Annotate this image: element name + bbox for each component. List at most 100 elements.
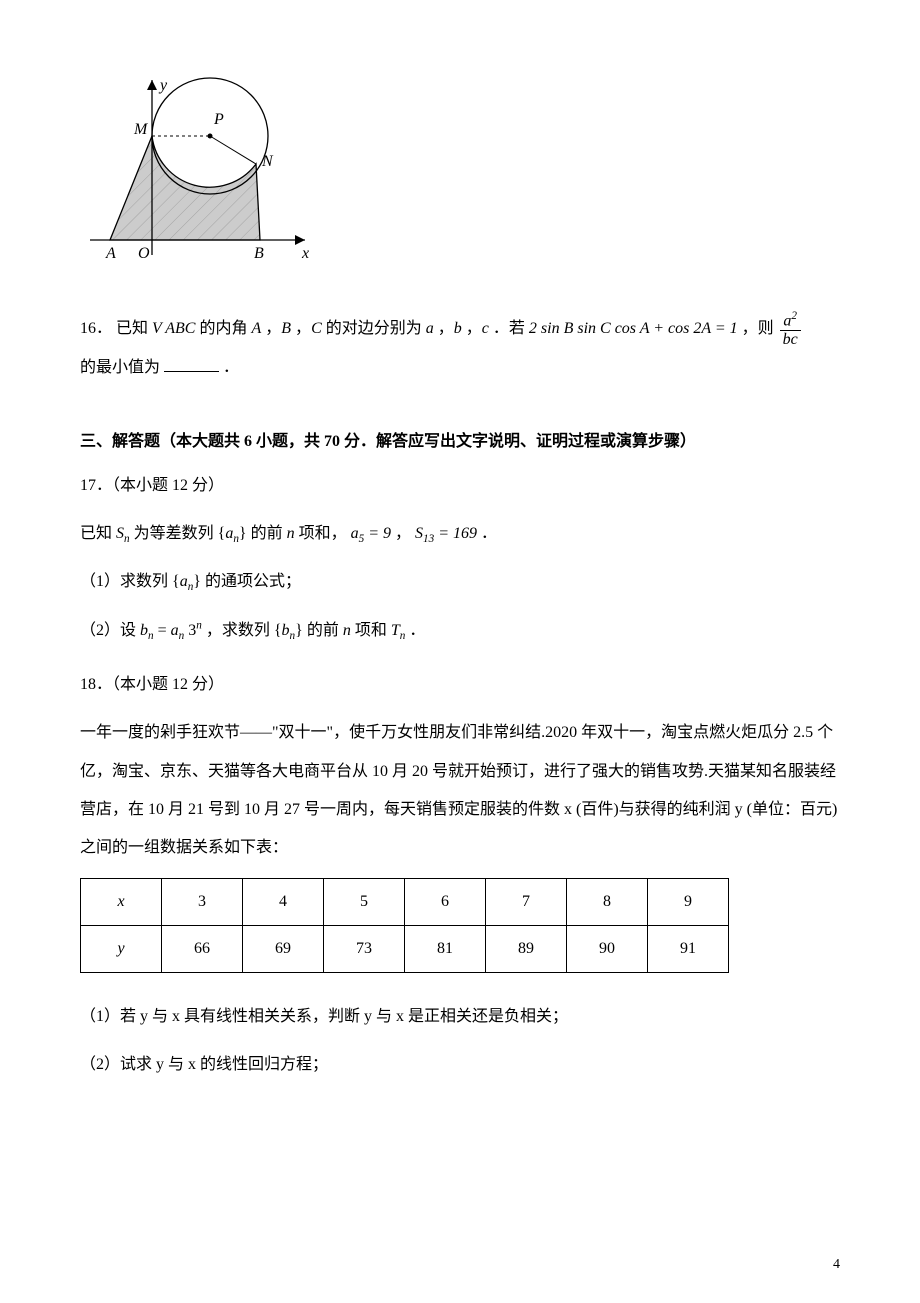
problem-16: 16． 已知 V ABC 的内角 A ，B ，C 的对边分别为 a ，b ，c … xyxy=(80,310,840,387)
page: M N P A O B x y 16． 已知 V ABC 的内角 A ，B ，C… xyxy=(0,0,920,1303)
table-cell: 7 xyxy=(486,878,567,925)
table-cell: 6 xyxy=(405,878,486,925)
data-table: x 3 4 5 6 7 8 9 y 66 69 73 81 89 90 91 xyxy=(80,878,729,973)
p17-Tn-sym: T xyxy=(391,622,400,639)
p17-q1-an: a xyxy=(180,573,188,590)
table-cell: 69 xyxy=(243,925,324,972)
table-row: x 3 4 5 6 7 8 9 xyxy=(81,878,729,925)
table-cell: 8 xyxy=(567,878,648,925)
p17-an-sub: n xyxy=(233,533,239,545)
p17-l1c: 的前 xyxy=(251,525,283,542)
p17-fn-sub: n xyxy=(179,630,185,642)
table-cell: 90 xyxy=(567,925,648,972)
label-x: x xyxy=(301,245,309,262)
table-cell: 4 xyxy=(243,878,324,925)
figure-15: M N P A O B x y xyxy=(80,60,840,280)
label-y: y xyxy=(158,77,168,94)
p16-tri: V ABC xyxy=(152,320,195,337)
p16-text-c: 的对边分别为 xyxy=(326,320,422,337)
problem-18-header: 18．（本小题 12 分） xyxy=(80,670,840,694)
table-cell: 89 xyxy=(486,925,567,972)
p16-blank xyxy=(164,356,219,371)
p17-fd-sup: n xyxy=(196,619,202,631)
label-N: N xyxy=(261,153,274,170)
table-cell: 5 xyxy=(324,878,405,925)
row-x-label: x xyxy=(81,878,162,925)
problem-18-q2: （2）试求 y 与 x 的线性回归方程； xyxy=(80,1046,840,1084)
p17-cond2-rhs: = 169 xyxy=(434,525,477,542)
p17-q1b: 的通项公式； xyxy=(205,573,301,590)
label-M: M xyxy=(133,121,149,138)
problem-18-para: 一年一度的剁手狂欢节——"双十一"，使千万女性朋友们非常纠结.2020 年双十一… xyxy=(80,714,840,868)
p17-l1b: 为等差数列 xyxy=(134,525,214,542)
p17-cond2: S13 = 169 xyxy=(415,525,477,542)
section-3-title: 三、解答题（本大题共 6 小题，共 70 分．解答应写出文字说明、证明过程或演算… xyxy=(80,427,840,451)
problem-17-q2: （2）设 bn = an 3n ，求数列 {bn} 的前 n 项和 Tn ． xyxy=(80,612,840,650)
row-y-label: y xyxy=(81,925,162,972)
p16-period: ． xyxy=(223,359,239,376)
p17-q2b: ，求数列 xyxy=(206,622,270,639)
p16-A: A xyxy=(251,320,261,337)
p17-frac: an 3n xyxy=(171,622,206,639)
p16-frac: a2 bc xyxy=(780,310,801,349)
page-number: 4 xyxy=(833,1257,840,1273)
problem-18-q1: （1）若 y 与 x 具有线性相关关系，判断 y 与 x 是正相关还是负相关； xyxy=(80,998,840,1036)
p17-q1-an-set: {an} xyxy=(172,573,201,590)
p16-C: C xyxy=(311,320,322,337)
table-cell: 91 xyxy=(648,925,729,972)
p16-text-f: 的最小值为 xyxy=(80,359,160,376)
p17-cond1-sym: a xyxy=(351,525,359,542)
table-cell: 9 xyxy=(648,878,729,925)
p17-bn: bn xyxy=(140,622,154,639)
p16-number: 16． xyxy=(80,320,112,337)
p17-cond2-sub: 13 xyxy=(423,533,434,545)
p17-q2-bn-set: {bn} xyxy=(274,622,303,639)
p16-text-d: ．若 xyxy=(493,320,525,337)
p16-text-a: 已知 xyxy=(116,320,148,337)
table-cell: 66 xyxy=(162,925,243,972)
p17-l1a: 已知 xyxy=(80,525,112,542)
p16-a: a xyxy=(426,320,434,337)
p17-q2a: （2）设 xyxy=(80,622,136,639)
p17-Sn: Sn xyxy=(116,525,130,542)
p17-q2-bn-sub: n xyxy=(290,630,296,642)
p17-Tn-sub: n xyxy=(400,630,406,642)
label-B: B xyxy=(254,245,264,262)
p17-q1a: （1）求数列 xyxy=(80,573,168,590)
p16-frac-sup: 2 xyxy=(791,310,797,322)
p17-n: n xyxy=(287,525,295,542)
p17-cond1: a5 = 9 xyxy=(351,525,391,542)
table-cell: 81 xyxy=(405,925,486,972)
p16-text-b: 的内角 xyxy=(199,320,247,337)
p17-Sn-sym: S xyxy=(116,525,124,542)
p17-Sn-sub: n xyxy=(124,533,130,545)
p17-Tn: Tn xyxy=(391,622,406,639)
p17-l1e: ． xyxy=(481,525,497,542)
p17-q2e: ． xyxy=(409,622,425,639)
p16-eq: 2 sin B sin C cos A + cos 2A = 1 xyxy=(529,320,738,337)
p17-q1-an-sub: n xyxy=(188,582,194,594)
p16-c: c xyxy=(482,320,489,337)
table-cell: 3 xyxy=(162,878,243,925)
figure-15-svg: M N P A O B x y xyxy=(80,60,320,280)
problem-17-line1: 已知 Sn 为等差数列 {an} 的前 n 项和， a5 = 9 ， S13 =… xyxy=(80,515,840,553)
p17-bn-sym: b xyxy=(140,622,148,639)
problem-17-q1: （1）求数列 {an} 的通项公式； xyxy=(80,563,840,601)
label-P: P xyxy=(213,111,224,128)
p16-B: B xyxy=(281,320,291,337)
p17-cond2-sym: S xyxy=(415,525,423,542)
table-row: y 66 69 73 81 89 90 91 xyxy=(81,925,729,972)
p17-an-set: {an} xyxy=(218,525,247,542)
p17-bn-sub: n xyxy=(148,630,154,642)
p17-q2d: 项和 xyxy=(355,622,387,639)
p17-q2-n: n xyxy=(343,622,351,639)
p16-frac-den: bc xyxy=(780,331,801,349)
problem-17-header: 17．（本小题 12 分） xyxy=(80,471,840,495)
p16-text-e: ，则 xyxy=(742,320,774,337)
p17-l1d: 项和， xyxy=(299,525,347,542)
p17-fn: a xyxy=(171,622,179,639)
label-A: A xyxy=(105,245,116,262)
p17-q2-bn: b xyxy=(282,622,290,639)
label-O: O xyxy=(138,245,150,262)
p17-q2c: 的前 xyxy=(307,622,339,639)
